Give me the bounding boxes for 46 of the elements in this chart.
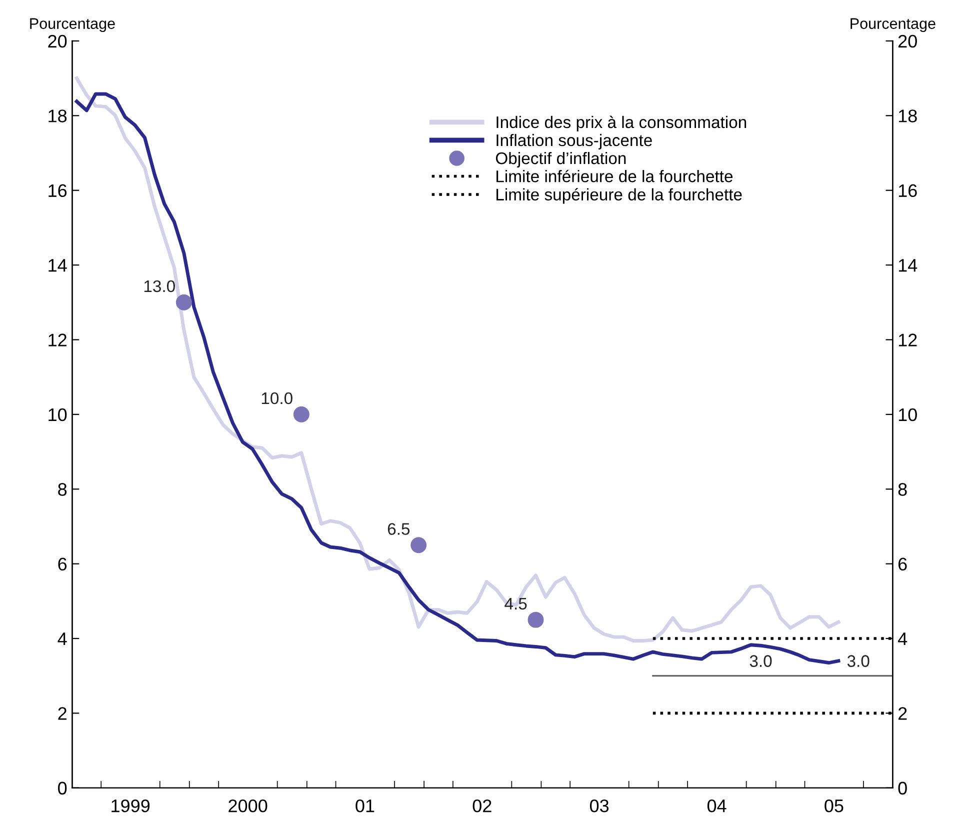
legend-label: Indice des prix à la consommation xyxy=(496,116,746,132)
y2-tick-label: 6 xyxy=(898,558,907,571)
point xyxy=(293,406,310,422)
legend-label: Objectif d’inflation xyxy=(496,152,626,168)
point xyxy=(528,612,544,628)
y2-tick-label: 20 xyxy=(898,34,917,48)
y2-tick-label: 0 xyxy=(898,782,907,795)
x-tick-label: 1999 xyxy=(112,799,150,812)
data-label: 10.0 xyxy=(262,392,292,404)
y2-tick-label: 14 xyxy=(898,259,918,272)
annotation: 3.0 xyxy=(750,655,772,667)
y-tick-label: 2 xyxy=(58,707,66,720)
y2-tick-label: 16 xyxy=(898,184,917,198)
y-tick-label: 18 xyxy=(48,110,67,122)
legend-label: Limite inférieure de la fourchette xyxy=(496,170,733,182)
y-tick-label: 8 xyxy=(58,483,67,496)
x-tick-label: 05 xyxy=(824,799,844,812)
y2-tick-label: 18 xyxy=(898,110,917,122)
data-label: 13.0 xyxy=(144,280,175,292)
x-tick-label: 03 xyxy=(590,799,609,812)
y2-axis-title: Pourcentage xyxy=(850,18,936,32)
y2-tick-label: 8 xyxy=(898,483,907,496)
point xyxy=(176,294,192,310)
y-tick-label: 16 xyxy=(48,184,67,198)
y2-tick-label: 2 xyxy=(898,707,907,720)
y-tick-label: 14 xyxy=(48,259,67,272)
legend-label: Inflation sous-jacente xyxy=(496,134,652,150)
y-axis-title: Pourcentage xyxy=(30,18,115,32)
y2-tick-label: 10 xyxy=(898,408,917,422)
data-label: 4.5 xyxy=(504,598,527,610)
y-tick-label: 6 xyxy=(58,558,67,571)
y-tick-label: 4 xyxy=(58,632,67,646)
y-tick-label: 12 xyxy=(48,334,66,346)
x-tick-label: 01 xyxy=(356,799,374,812)
x-tick-label: 2000 xyxy=(228,799,268,812)
y-tick-label: 0 xyxy=(58,782,67,795)
legend-label: Limite supérieure de la fourchette xyxy=(496,188,742,204)
x-tick-label: 04 xyxy=(707,799,726,812)
point xyxy=(410,537,427,554)
y2-tick-label: 12 xyxy=(898,334,917,346)
y2-tick-label: 4 xyxy=(898,632,908,646)
y-tick-label: 10 xyxy=(48,408,67,422)
x-tick-label: 02 xyxy=(472,799,492,812)
y-tick-label: 20 xyxy=(48,34,67,48)
data-label: 6.5 xyxy=(388,523,410,535)
annotation: 3.0 xyxy=(847,655,870,667)
